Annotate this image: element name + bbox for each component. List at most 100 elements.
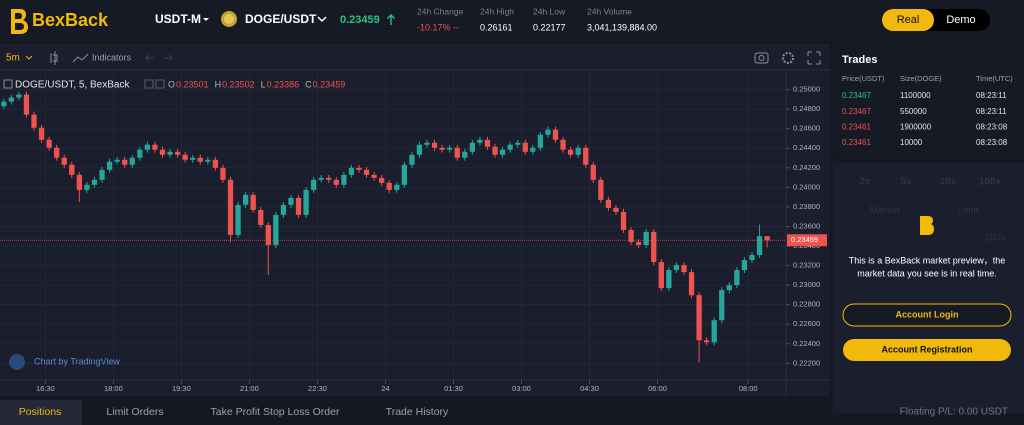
y-tick-label: 0.24000 — [793, 182, 820, 191]
bottom-tab[interactable]: Positions — [19, 406, 62, 418]
candle-body — [61, 157, 67, 165]
promo-message: market data you see is in real time. — [857, 268, 997, 278]
candle-body — [409, 154, 415, 165]
settings-icon[interactable] — [782, 52, 794, 64]
candle-body — [545, 129, 551, 135]
up-arrow — [387, 14, 395, 25]
login-label[interactable]: Account Login — [896, 309, 959, 319]
indicators-button[interactable]: Indicators — [92, 52, 132, 62]
trades-cell: 0.23467 — [842, 107, 871, 116]
top-bar — [0, 0, 1024, 42]
trades-cell: 1100000 — [900, 91, 931, 100]
trades-column: Size(DOGE) — [900, 74, 942, 83]
candle-body — [288, 197, 294, 205]
stats: 24h Change -10.17% -- 24h High 0.26161 24h L… — [417, 6, 657, 32]
register-button[interactable] — [843, 339, 1011, 361]
bottom-bar — [0, 398, 830, 425]
collapse-icon[interactable] — [3, 79, 13, 89]
logo[interactable]: BexBack — [32, 10, 109, 30]
x-tick-label: 18:00 — [104, 384, 123, 393]
dropdown-arrow — [203, 18, 209, 21]
pair-arrow — [317, 16, 327, 23]
order-type-tab: Limit — [957, 206, 978, 217]
stat-label: 24h Change — [417, 6, 464, 16]
screenshot-icon[interactable] — [754, 52, 769, 64]
candle-body — [439, 147, 445, 150]
candle-body — [197, 157, 203, 162]
y-tick-label: 0.24800 — [793, 104, 820, 113]
candle-body — [235, 204, 241, 235]
candle-body — [174, 151, 181, 155]
candle-body — [635, 242, 642, 246]
order-type-tab: Market — [870, 206, 901, 217]
candle-body — [129, 157, 135, 165]
login-button[interactable] — [842, 303, 1012, 327]
market-select[interactable]: USDT-M — [155, 12, 201, 26]
trades-cell: 10000 — [900, 138, 923, 147]
candle-body — [182, 154, 188, 160]
undo-redo[interactable] — [145, 54, 173, 62]
candle-body — [424, 142, 430, 145]
candle-body — [734, 270, 740, 286]
ohlc-label: C — [305, 79, 312, 89]
candle-body — [379, 177, 385, 183]
candle-body — [371, 174, 377, 178]
price-tag — [787, 234, 827, 247]
fullscreen-icon[interactable] — [807, 51, 821, 65]
candle-body — [205, 159, 211, 162]
last-price: 0.23459 — [340, 14, 380, 26]
mode-real[interactable] — [882, 9, 934, 31]
candle-body — [583, 147, 589, 165]
trades-column: Time(UTC) — [976, 74, 1013, 83]
pair-select[interactable]: DOGE/USDT — [245, 12, 317, 26]
trades-cell: 08:23:11 — [976, 107, 1007, 116]
ohlc-label: O — [168, 79, 175, 89]
bottom-tab[interactable]: Limit Orders — [106, 406, 163, 418]
ohlc-value: 0.23459 — [313, 79, 346, 89]
bottom-tab[interactable]: Take Profit Stop Loss Order — [211, 406, 340, 418]
stat-label: 24h High — [480, 6, 514, 16]
promo-message: This is a BexBack market preview，the — [849, 255, 1006, 265]
watermark[interactable]: Chart by TradingView — [34, 356, 120, 366]
screenshot-lens — [758, 55, 765, 61]
candle-body — [295, 197, 302, 215]
candle-body — [567, 149, 574, 155]
candle-body — [749, 255, 755, 261]
candle-body — [741, 260, 748, 271]
trades-cell: 550000 — [900, 107, 927, 116]
x-tick-label: 22:30 — [308, 384, 327, 393]
candle-body — [416, 144, 423, 155]
legend-icon — [144, 79, 154, 89]
candle-body — [719, 290, 725, 321]
candle-body — [190, 157, 196, 160]
leverage-value: 100x — [984, 233, 1006, 244]
candle-body — [250, 194, 256, 210]
x-tick-label: 04:30 — [580, 384, 599, 393]
register-label[interactable]: Account Registration — [881, 344, 972, 354]
candle-body — [477, 139, 483, 143]
trades-table: Price(USDT) Size(DOGE) Time(UTC) 0.23467 110… — [842, 74, 1013, 147]
candle-body — [447, 147, 453, 150]
leverage-option: 5x — [900, 177, 912, 188]
y-tick-label: 0.24400 — [793, 143, 820, 152]
candle-type-icon[interactable] — [50, 51, 58, 65]
candle-body — [326, 177, 332, 180]
promo-logo — [920, 216, 934, 235]
candle-body — [673, 265, 680, 271]
candle-body — [454, 147, 460, 158]
x-tick-label: 01:30 — [444, 384, 463, 393]
bottom-tab[interactable]: Trade History — [386, 406, 449, 418]
legend-icon — [155, 79, 165, 89]
trades-title: Trades — [842, 54, 877, 66]
mode-real-label[interactable]: Real — [897, 14, 920, 26]
candle-body — [152, 144, 158, 150]
ohlc-value: 0.23502 — [222, 79, 255, 89]
interval-select[interactable]: 5m — [6, 53, 20, 64]
candle-body — [651, 231, 657, 263]
candle-body — [114, 159, 120, 162]
candle-body — [69, 164, 75, 175]
candle-body — [106, 161, 113, 170]
ohlc-label: L — [261, 79, 266, 89]
trades-cell: 08:23:08 — [976, 138, 1008, 147]
mode-demo-label[interactable]: Demo — [946, 14, 975, 26]
